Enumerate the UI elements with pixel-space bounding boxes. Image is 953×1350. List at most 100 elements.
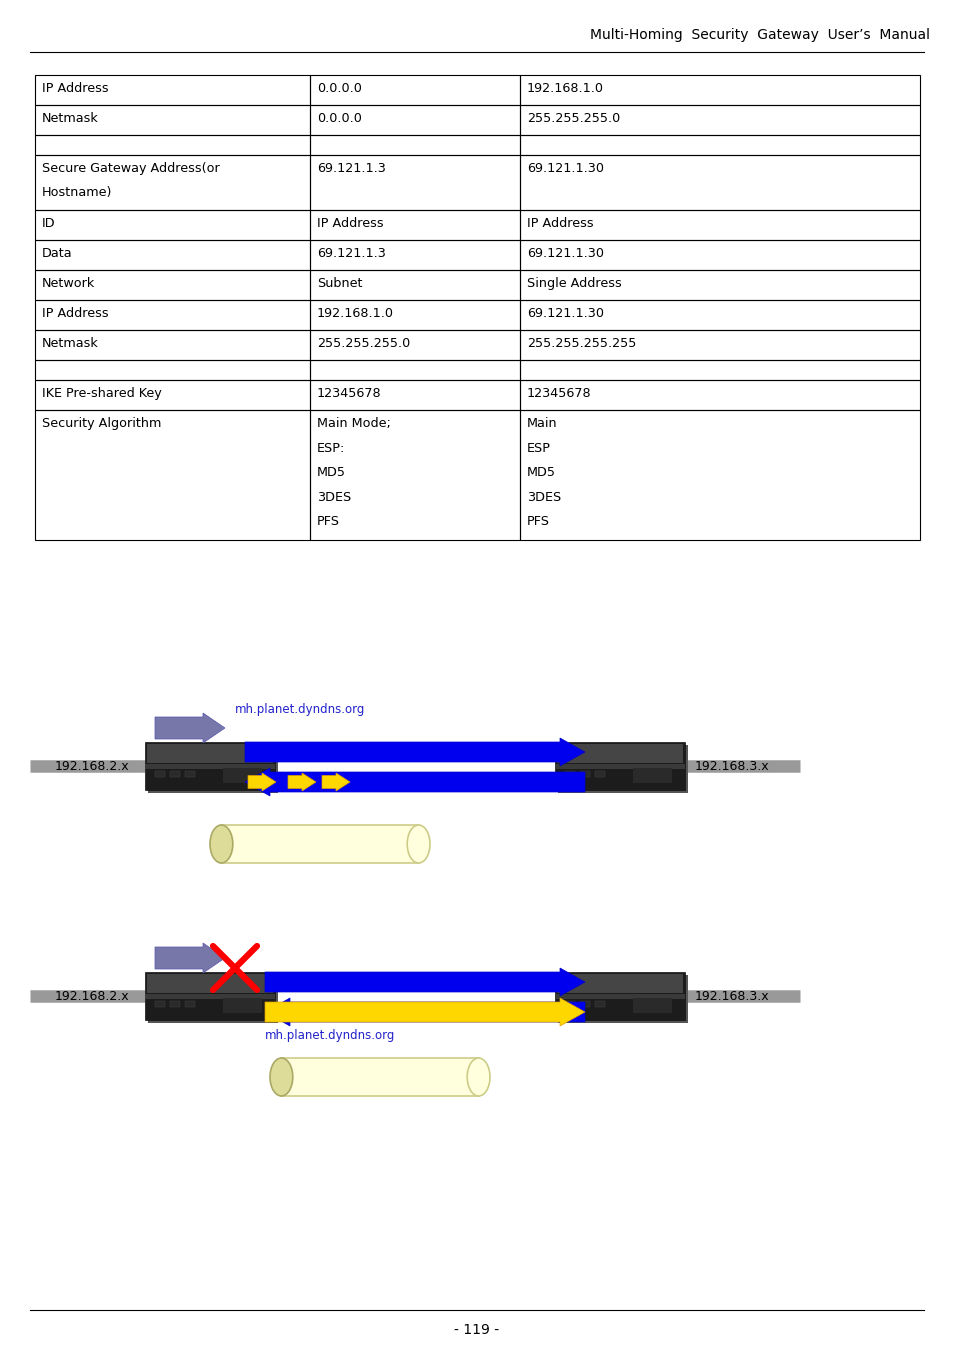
Bar	[310, 360, 519, 379]
FancyArrow shape	[154, 944, 225, 973]
Text: 200.200.200.1: 200.200.200.1	[330, 975, 416, 987]
Bar	[557, 973, 682, 994]
Bar	[519, 135, 919, 155]
Bar	[555, 972, 684, 1021]
FancyArrow shape	[265, 998, 584, 1026]
Bar	[310, 379, 519, 410]
Bar	[633, 999, 671, 1012]
Text: 0.0.0.0: 0.0.0.0	[316, 82, 361, 94]
Text: ESP: ESP	[526, 441, 551, 455]
Bar	[555, 764, 684, 769]
Bar	[185, 771, 194, 776]
FancyArrow shape	[288, 774, 315, 791]
Bar	[35, 379, 310, 410]
Text: MD5: MD5	[526, 466, 556, 479]
Ellipse shape	[210, 825, 233, 863]
Bar	[310, 240, 519, 270]
Ellipse shape	[467, 1058, 490, 1096]
Text: 0.0.0.0: 0.0.0.0	[316, 112, 361, 126]
FancyArrow shape	[322, 774, 350, 791]
Bar	[35, 105, 310, 135]
Bar	[558, 975, 687, 1023]
FancyArrow shape	[265, 968, 584, 996]
Text: ESP:: ESP:	[316, 441, 345, 455]
Ellipse shape	[407, 825, 430, 863]
Text: IP Address: IP Address	[526, 217, 593, 230]
Text: Network: Network	[42, 277, 95, 290]
Bar	[310, 76, 519, 105]
Text: Security Algorithm: Security Algorithm	[42, 417, 161, 431]
Text: 192.168.2.x: 192.168.2.x	[55, 990, 130, 1003]
Text: 255.255.255.0: 255.255.255.0	[316, 338, 410, 350]
Text: 69.121.1.3: 69.121.1.3	[316, 247, 385, 261]
Bar	[310, 211, 519, 240]
Bar	[519, 329, 919, 360]
Bar	[35, 155, 310, 211]
Text: 192.168.2.x: 192.168.2.x	[55, 760, 130, 772]
Bar	[154, 1000, 165, 1007]
Text: 3DES: 3DES	[526, 490, 560, 504]
Bar	[170, 771, 180, 776]
Bar	[145, 972, 274, 1021]
Text: mh.planet.dyndns.org: mh.planet.dyndns.org	[234, 703, 365, 717]
Bar	[145, 764, 274, 769]
Bar	[310, 105, 519, 135]
Bar	[519, 155, 919, 211]
Text: 200.200.200.1: 200.200.200.1	[319, 744, 405, 757]
Bar	[147, 744, 273, 763]
Bar	[221, 825, 418, 863]
Text: Main: Main	[526, 417, 558, 431]
Bar	[564, 1000, 575, 1007]
Bar	[35, 329, 310, 360]
Bar	[595, 1000, 604, 1007]
Text: 69.121.1.3: 69.121.1.3	[316, 162, 385, 176]
Bar	[170, 1000, 180, 1007]
Bar	[519, 105, 919, 135]
Text: Single Address: Single Address	[526, 277, 621, 290]
Bar	[310, 155, 519, 211]
Text: Hostname): Hostname)	[42, 186, 112, 198]
FancyArrow shape	[154, 713, 225, 743]
Text: 3DES: 3DES	[316, 490, 351, 504]
FancyArrow shape	[248, 774, 275, 791]
Bar	[148, 975, 277, 1023]
Bar	[519, 379, 919, 410]
Bar	[310, 135, 519, 155]
Text: IP Address: IP Address	[316, 217, 383, 230]
Text: MD5: MD5	[316, 466, 346, 479]
Bar	[35, 76, 310, 105]
Bar	[519, 270, 919, 300]
Text: 69.121.1.30: 69.121.1.30	[526, 306, 603, 320]
Text: Main Mode;: Main Mode;	[316, 417, 391, 431]
Bar	[35, 360, 310, 379]
Text: IKE Pre-shared Key: IKE Pre-shared Key	[42, 387, 162, 400]
Text: Data: Data	[42, 247, 72, 261]
Bar	[310, 410, 519, 540]
Bar	[633, 768, 671, 783]
Bar	[154, 771, 165, 776]
Text: Secure Gateway Address(or: Secure Gateway Address(or	[42, 162, 219, 176]
Text: - 119 -: - 119 -	[454, 1323, 499, 1336]
Bar	[145, 994, 274, 999]
Bar	[519, 76, 919, 105]
Bar	[35, 270, 310, 300]
Text: 192.168.1.0: 192.168.1.0	[526, 82, 603, 94]
Bar	[595, 771, 604, 776]
Bar	[223, 768, 262, 783]
Bar	[310, 329, 519, 360]
Text: 12345678: 12345678	[526, 387, 591, 400]
Bar	[555, 994, 684, 999]
Text: ID: ID	[42, 217, 55, 230]
Text: Netmask: Netmask	[42, 338, 99, 350]
Bar	[281, 1058, 478, 1096]
Bar	[519, 410, 919, 540]
Text: Multi-Homing  Security  Gateway  User’s  Manual: Multi-Homing Security Gateway User’s Man…	[589, 28, 929, 42]
Bar	[579, 1000, 589, 1007]
Text: PFS: PFS	[526, 516, 550, 528]
FancyArrow shape	[265, 998, 584, 1026]
Bar	[145, 743, 274, 790]
Text: Subnet: Subnet	[316, 277, 362, 290]
Bar	[555, 743, 684, 790]
Text: 192.168.3.x: 192.168.3.x	[695, 760, 769, 772]
Bar	[564, 771, 575, 776]
